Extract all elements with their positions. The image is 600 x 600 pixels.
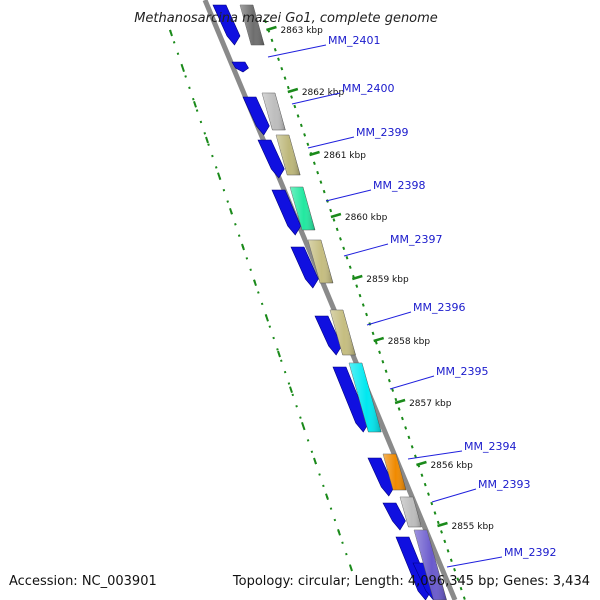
kbp-tick-label: 2858 kbp	[388, 337, 431, 347]
kbp-tick	[309, 150, 320, 157]
kbp-ruler: 2863 kbp 2862 kbp 2861 kbp 2860 kbp 2859 kbp…	[264, 19, 494, 600]
cds-arrow	[332, 366, 370, 433]
gene-feature-shade	[276, 135, 301, 175]
gene-feature-shade	[290, 187, 316, 230]
kbp-tick	[394, 398, 406, 405]
kbp-tick-label: 2863 kbp	[280, 26, 323, 36]
gene-label-leader	[431, 488, 477, 503]
cds-arrow	[257, 139, 285, 179]
gene-feature-shade	[240, 5, 265, 45]
cds-track	[212, 4, 440, 600]
gc-skew-peak	[301, 422, 305, 429]
gene-label-leader	[389, 375, 435, 390]
gene-feature-shade	[330, 310, 356, 355]
gene-label-leader	[446, 556, 503, 568]
gene-label-leader	[407, 450, 463, 460]
cds-arrow	[242, 96, 270, 136]
gc-skew-peak	[337, 529, 341, 536]
cds-arrow	[212, 4, 241, 46]
gene-label: MM_2393	[478, 478, 530, 491]
gene-label: MM_2392	[504, 546, 556, 559]
kbp-tick-label: 2855 kbp	[451, 522, 494, 532]
kbp-tick-label: 2861 kbp	[324, 151, 367, 161]
gene-label: MM_2401	[328, 34, 380, 47]
kbp-tick	[330, 212, 342, 219]
kbp-tick	[416, 460, 427, 467]
kbp-tick-label: 2860 kbp	[345, 213, 388, 223]
gene-label-leader	[366, 311, 412, 326]
gene-feature-shade	[414, 530, 447, 600]
gc-skew-peak	[229, 208, 233, 215]
gene-label: MM_2394	[464, 440, 516, 453]
gene-label: MM_2398	[373, 179, 425, 192]
cds-arrow	[395, 536, 432, 600]
gc-skew-peak	[205, 136, 209, 144]
kbp-tick	[437, 521, 448, 528]
kbp-tick	[287, 87, 299, 94]
gene-label: MM_2399	[356, 126, 408, 139]
gc-skew-peak	[349, 564, 353, 572]
gene-label-leader	[343, 243, 389, 257]
kbp-tick	[266, 25, 277, 32]
gc-skew-peak	[253, 279, 257, 286]
gc-skew-peak	[289, 386, 293, 393]
kbp-tick	[351, 274, 363, 281]
kbp-tick-label: 2856 kbp	[430, 461, 473, 471]
gene-feature-shade	[383, 454, 407, 490]
gc-skew-peak	[325, 493, 329, 500]
gene-label: MM_2396	[413, 301, 465, 314]
gene-label-leader	[307, 136, 355, 149]
genome-summary-text: Topology: circular; Length: 4,096,345 bp…	[232, 574, 590, 589]
gc-skew-peak	[193, 101, 197, 108]
gene-label: MM_2395	[436, 365, 488, 378]
gene-label: MM_2397	[390, 233, 442, 246]
gc-skew-track	[169, 29, 353, 572]
gene-label: MM_2400	[342, 82, 394, 95]
gc-skew-peak	[169, 29, 173, 37]
cds-arrow	[382, 502, 406, 531]
kbp-tick-label: 2857 kbp	[409, 399, 452, 409]
cds-arrow	[367, 457, 395, 497]
kbp-tick-label: 2859 kbp	[366, 275, 409, 285]
map-title: Methanosarcina mazei Go1, complete genom…	[134, 11, 438, 26]
gene-labels: MM_2401 MM_2400 MM_2399 MM_2398 MM_2397 MM_23…	[267, 34, 556, 568]
cds-arrow	[271, 189, 302, 236]
gc-skew-peak	[217, 172, 221, 179]
cds-arrow	[314, 315, 342, 356]
gene-feature-shade	[349, 363, 382, 432]
gene-feature-shade	[400, 497, 422, 527]
gc-skew-peak	[241, 243, 245, 251]
cds-arrow	[290, 246, 319, 289]
gene-label-leader	[267, 44, 327, 58]
gc-skew-peak	[265, 315, 269, 322]
cds-arrow	[231, 61, 249, 73]
gc-skew-peak	[313, 457, 317, 465]
gc-skew-peak	[277, 350, 281, 358]
gene-label-leader	[291, 92, 341, 105]
kbp-tick	[373, 336, 385, 343]
gene-feature-shade	[262, 93, 286, 130]
gc-skew-peak	[181, 65, 185, 72]
gene-label-leader	[325, 189, 372, 202]
accession-text: Accession: NC_003901	[9, 574, 157, 589]
kbp-tick-label: 2862 kbp	[302, 88, 345, 98]
feature-track	[239, 4, 447, 600]
gene-feature-shade	[308, 240, 334, 283]
kbp-ruler-line	[264, 19, 466, 600]
